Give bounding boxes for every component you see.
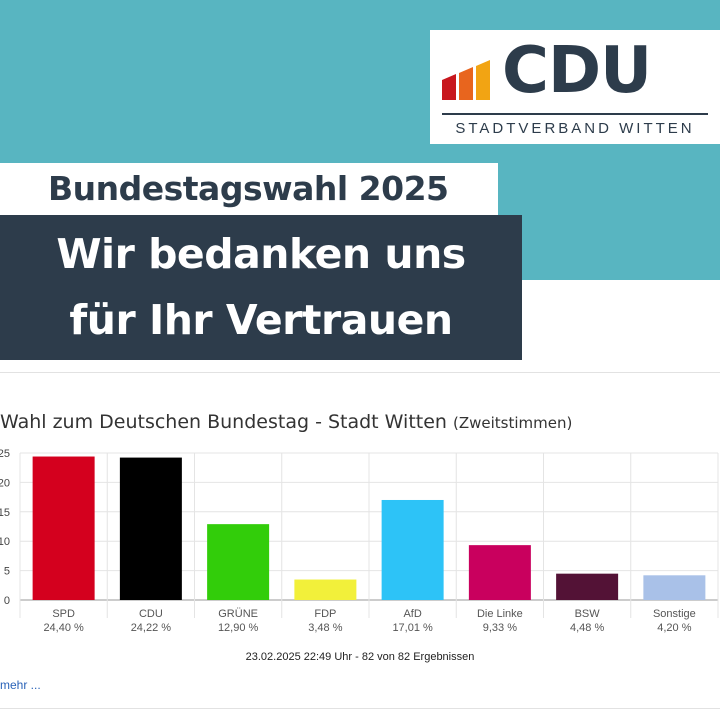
- value-label: 24,22 %: [131, 622, 172, 634]
- bar-sonstige: [643, 575, 706, 600]
- chart-title: Wahl zum Deutschen Bundestag - Stadt Wit…: [0, 410, 572, 435]
- y-tick-label: 5: [4, 566, 10, 578]
- kicker-title: Bundestagswahl 2025: [48, 169, 449, 208]
- bar-fdp: [294, 579, 357, 600]
- value-label: 12,90 %: [218, 622, 259, 634]
- bar-afd: [381, 499, 444, 600]
- y-tick-label: 0: [4, 595, 10, 607]
- logo-bar-1: [442, 74, 456, 100]
- chart-bottom-divider: [0, 708, 720, 709]
- category-label: CDU: [139, 608, 163, 620]
- y-tick-label: 15: [0, 507, 10, 519]
- value-label: 24,40 %: [43, 622, 84, 634]
- category-label: Die Linke: [477, 608, 523, 620]
- chart-title-main: Wahl zum Deutschen Bundestag - Stadt Wit…: [0, 411, 447, 433]
- value-label: 4,48 %: [570, 622, 604, 634]
- logo-bars-icon: [442, 60, 490, 100]
- chart-footer: 23.02.2025 22:49 Uhr - 82 von 82 Ergebni…: [245, 651, 475, 663]
- logo-bar-2: [459, 67, 473, 100]
- chart-top-divider: [0, 372, 720, 373]
- bar-chart: 0 5 10 15 20 25 SPD 24,40 % CDU 24,22 % GRÜNE 12,90…: [0, 448, 719, 634]
- logo-divider: [442, 113, 708, 115]
- value-label: 17,01 %: [392, 622, 433, 634]
- bar-spd: [32, 456, 95, 600]
- category-label: FDP: [314, 608, 336, 620]
- kicker-background: [0, 163, 498, 215]
- y-tick-label: 10: [0, 536, 10, 548]
- headline-line-1: Wir bedanken uns: [56, 230, 466, 278]
- headline-box: [0, 215, 522, 360]
- category-label: AfD: [403, 608, 421, 620]
- value-label: 3,48 %: [308, 622, 342, 634]
- y-tick-label: 20: [0, 477, 10, 489]
- value-label: 4,20 %: [657, 622, 691, 634]
- category-label: GRÜNE: [218, 608, 258, 620]
- logo-subtitle: STADTVERBAND WITTEN: [455, 120, 695, 137]
- value-label: 9,33 %: [483, 622, 517, 634]
- bar-grüne: [207, 524, 270, 600]
- logo-bar-3: [476, 60, 490, 100]
- category-label: Sonstige: [653, 608, 696, 620]
- headline-line-2: für Ihr Vertrauen: [69, 296, 453, 344]
- chart-title-sub: (Zweitstimmen): [453, 414, 573, 432]
- category-label: SPD: [52, 608, 75, 620]
- more-link[interactable]: mehr ...: [0, 678, 41, 692]
- cdu-logo: CDU STADTVERBAND WITTEN: [430, 30, 720, 144]
- bar-bsw: [556, 573, 619, 600]
- bar-cdu: [119, 457, 182, 600]
- bar-die-linke: [468, 545, 531, 600]
- y-tick-label: 25: [0, 448, 10, 460]
- logo-wordmark: CDU: [502, 34, 652, 108]
- category-label: BSW: [575, 608, 601, 620]
